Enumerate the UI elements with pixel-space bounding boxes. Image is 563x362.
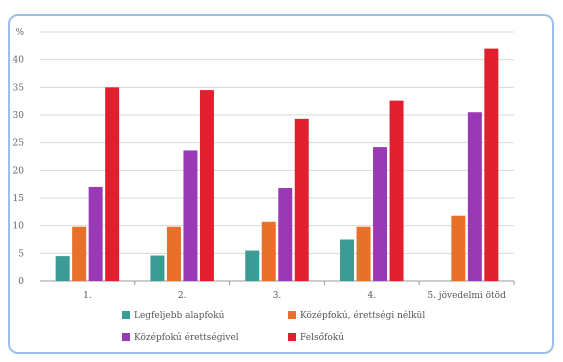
bar-2-3 — [183, 150, 198, 281]
y-tick-label: 10 — [13, 222, 25, 232]
bar-2-2 — [166, 226, 181, 281]
y-tick-label: % — [15, 28, 24, 38]
y-tick-label: 0 — [18, 277, 24, 287]
legend: Legfeljebb alapfokú Középfokú, érettségi … — [122, 310, 425, 343]
legend-label: Legfeljebb alapfokú — [134, 310, 225, 321]
legend-label: Középfokú, érettségi nélkül — [300, 310, 425, 321]
y-tick-label: 5 — [18, 249, 24, 259]
x-tick-label: 3. — [273, 291, 282, 301]
bar-5-3 — [467, 112, 482, 281]
y-tick-label: 25 — [13, 139, 25, 149]
x-tick-label: 4. — [368, 291, 377, 301]
x-tick-label: 2. — [178, 291, 187, 301]
bar-2-1 — [150, 255, 165, 281]
bar-3-1 — [245, 250, 260, 281]
y-tick-label: 15 — [13, 194, 25, 204]
legend-label: Felsőfokú — [300, 332, 344, 343]
y-tick-label: 40 — [13, 56, 25, 66]
bar-3-2 — [261, 221, 276, 281]
chart-frame — [8, 14, 554, 354]
bar-3-3 — [278, 188, 293, 281]
bar-3-4 — [294, 118, 309, 281]
legend-label: Középfokú érettségivel — [134, 332, 239, 343]
legend-swatch — [288, 333, 296, 341]
y-tick-label: 20 — [13, 166, 25, 176]
legend-swatch — [122, 311, 130, 319]
legend-swatch — [288, 311, 296, 319]
y-tick-label: 30 — [13, 111, 25, 121]
bar-1-2 — [72, 226, 87, 281]
x-tick-label: 5. jövedelmi ötöd — [427, 291, 506, 301]
bar-4-1 — [340, 239, 355, 281]
legend-swatch — [122, 333, 130, 341]
bar-5-2 — [451, 215, 466, 281]
bar-1-3 — [88, 186, 103, 281]
x-axis: 1. 2. 3. 4. 5. jövedelmi ötöd — [83, 281, 515, 301]
bar-1-4 — [105, 87, 120, 281]
bar-1-1 — [55, 256, 70, 281]
y-tick-label: 35 — [13, 83, 25, 93]
bar-4-2 — [356, 226, 371, 281]
bar-4-4 — [389, 100, 404, 281]
bars — [55, 48, 499, 281]
x-tick-label: 1. — [83, 291, 92, 301]
bar-5-4 — [484, 48, 499, 281]
bar-4-3 — [373, 147, 388, 281]
y-axis: 0 5 10 15 20 25 30 35 40% — [13, 28, 25, 287]
bar-2-4 — [199, 90, 214, 281]
